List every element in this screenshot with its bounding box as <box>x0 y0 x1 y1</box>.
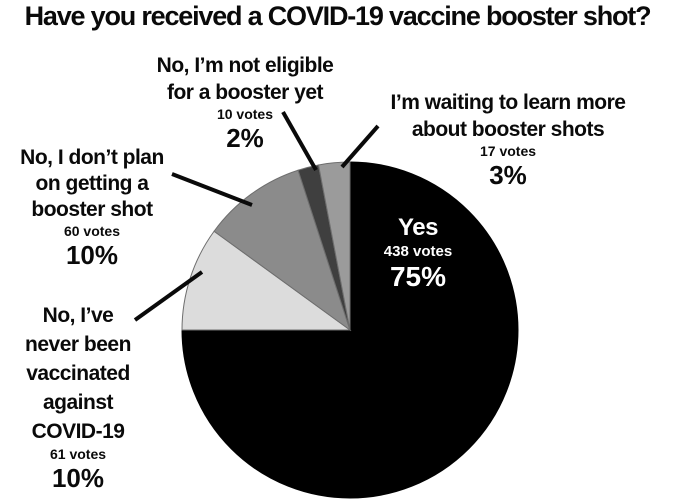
leader-lines <box>133 111 380 322</box>
slice-percent: 75% <box>389 261 447 292</box>
slice-percent: 10% <box>51 463 105 493</box>
slice-label-dont-plan: No, I don’t plan on getting a booster shot… <box>20 145 164 270</box>
pie-slice-2 <box>213 169 351 332</box>
slice-label-not-eligible: No, I’m not eligible for a booster yet 10… <box>157 52 334 153</box>
slice-percent: 3% <box>489 160 527 190</box>
slice-votes: 438 votes <box>383 243 453 260</box>
pie-slice-0 <box>181 161 519 499</box>
slice-label-waiting: I’m waiting to learn more about booster s… <box>391 89 626 190</box>
slice-label-yes: Yes 438 votes 75% <box>384 214 452 292</box>
chart-title: Have you received a COVID-19 vaccine boo… <box>24 1 652 31</box>
slice-votes: 17 votes <box>479 143 537 159</box>
slice-label-text: No, I’ve never been vaccinated against COVID… <box>25 304 131 443</box>
slice-votes: 10 votes <box>216 106 274 122</box>
slice-label-never-vaccinated: No, I’ve never been vaccinated against COVID… <box>25 301 131 493</box>
leader-line-never-vaccinated <box>133 270 204 322</box>
slice-label-text: No, I’m not eligible for a booster yet <box>156 54 334 104</box>
slice-label-text: Yes <box>398 214 438 241</box>
leader-line-waiting <box>340 124 380 169</box>
slice-percent: 10% <box>65 240 119 270</box>
leader-line-dont-plan <box>171 172 253 207</box>
pie-slice-4 <box>317 161 351 331</box>
slice-votes: 61 votes <box>49 446 107 462</box>
slice-votes: 60 votes <box>63 223 121 239</box>
pie-chart <box>181 161 519 499</box>
slice-label-text: No, I don’t plan on getting a booster shot <box>20 146 164 221</box>
slice-percent: 2% <box>226 123 264 153</box>
slice-label-text: I’m waiting to learn more about booster s… <box>390 91 626 141</box>
leader-line-not-eligible <box>281 111 318 171</box>
